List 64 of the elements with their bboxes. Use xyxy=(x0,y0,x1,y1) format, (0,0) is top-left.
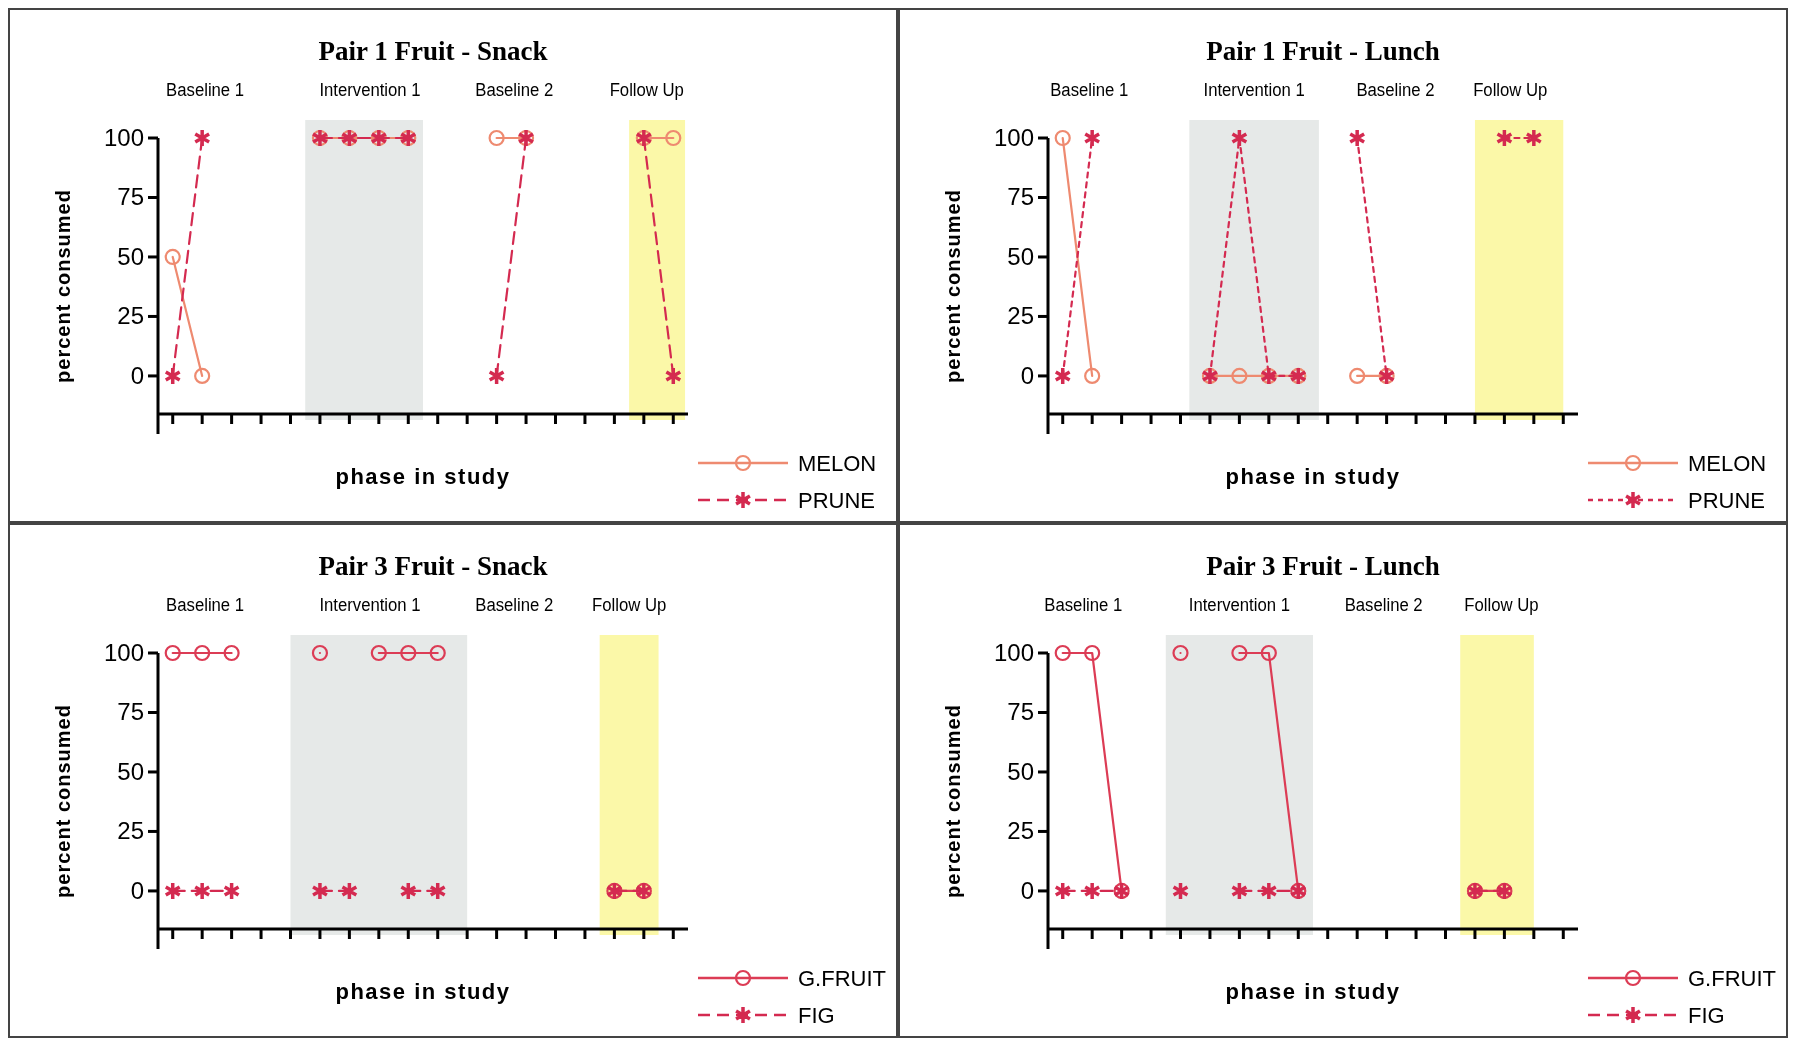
y-tick-label: 75 xyxy=(1007,698,1034,726)
text: Baseline 2 xyxy=(1356,79,1435,101)
legend-label: FIG xyxy=(798,1003,835,1028)
text: Baseline 1 xyxy=(1050,79,1129,101)
point xyxy=(488,129,505,147)
point xyxy=(487,366,506,386)
text: Baseline 2 xyxy=(475,79,554,101)
y-tick-label: 25 xyxy=(1007,817,1034,845)
y-tick-label: 50 xyxy=(1007,757,1034,785)
legend-label: MELON xyxy=(1688,451,1767,476)
y-axis-title: percent consumed xyxy=(52,189,74,383)
y-tick-label: 50 xyxy=(117,242,144,270)
legend-label: G.FRUIT xyxy=(1688,966,1776,991)
chart-title: Pair 1 Fruit - Snack xyxy=(318,36,548,66)
x-axis-title: phase in study xyxy=(335,464,511,489)
chart-title: Pair 1 Fruit - Lunch xyxy=(1206,36,1440,66)
y-tick-label: 100 xyxy=(993,124,1034,151)
y-tick-label: 0 xyxy=(130,361,144,389)
text: Intervention 1 xyxy=(319,79,421,101)
text: Baseline 1 xyxy=(166,79,245,101)
legend-label: PRUNE xyxy=(1688,488,1766,513)
text: Baseline 1 xyxy=(1044,594,1123,616)
y-tick-label: 75 xyxy=(117,698,144,726)
y-tick-label: 100 xyxy=(103,639,144,666)
chart-title: Pair 3 Fruit - Snack xyxy=(318,551,548,581)
text: Follow Up xyxy=(591,594,667,616)
y-tick-label: 0 xyxy=(1020,876,1034,904)
text: Baseline 2 xyxy=(1344,594,1423,616)
y-axis-title: percent consumed xyxy=(942,189,964,383)
text: Intervention 1 xyxy=(319,594,421,616)
legend-label: PRUNE xyxy=(798,488,876,513)
text: Intervention 1 xyxy=(1203,79,1305,101)
y-tick-label: 75 xyxy=(1007,183,1034,211)
legend-label: G.FRUIT xyxy=(798,966,886,991)
text: Baseline 1 xyxy=(166,594,245,616)
y-tick-label: 100 xyxy=(103,124,144,151)
y-tick-label: 50 xyxy=(1007,242,1034,270)
y-tick-label: 25 xyxy=(1007,302,1034,330)
y-tick-label: 75 xyxy=(117,183,144,211)
y-tick-label: 100 xyxy=(993,639,1034,666)
point xyxy=(164,366,182,386)
legend-label: FIG xyxy=(1688,1003,1725,1028)
text: Baseline 2 xyxy=(475,594,554,616)
y-tick-label: 25 xyxy=(117,817,144,845)
text: Follow Up xyxy=(1473,79,1548,101)
text: Intervention 1 xyxy=(1188,594,1291,616)
y-tick-label: 50 xyxy=(117,757,144,785)
legend-label: MELON xyxy=(798,451,877,476)
chart-title: Pair 3 Fruit - Lunch xyxy=(1206,551,1440,581)
y-axis-title: percent consumed xyxy=(942,704,964,898)
x-axis-title: phase in study xyxy=(335,979,511,1004)
point xyxy=(194,367,211,385)
x-axis-title: phase in study xyxy=(1225,979,1401,1004)
y-tick-label: 25 xyxy=(117,302,144,330)
x-axis-title: phase in study xyxy=(1225,464,1401,489)
point xyxy=(664,366,682,386)
point xyxy=(164,248,181,266)
y-axis-title: percent consumed xyxy=(52,704,74,898)
point xyxy=(665,129,682,147)
y-tick-label: 0 xyxy=(130,876,144,904)
text: Follow Up xyxy=(609,79,684,101)
text: Follow Up xyxy=(1464,594,1539,616)
point xyxy=(193,128,211,148)
y-tick-label: 0 xyxy=(1020,361,1034,389)
